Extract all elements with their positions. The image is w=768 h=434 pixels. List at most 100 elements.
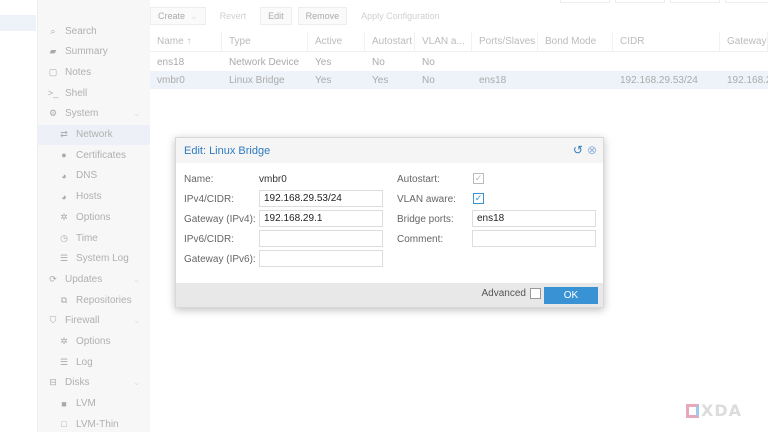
comment-input[interactable] [472, 230, 596, 247]
gear-icon: ✲ [60, 211, 68, 222]
table-header: Name ↑ Type Active Autostart VLAN a... Ports/… [150, 32, 768, 52]
sidebar-item-system[interactable]: ⚙ System ⌄ [38, 104, 150, 124]
sidebar-item-repositories[interactable]: ⧉ Repositories [38, 290, 150, 310]
sidebar-item-label: System [65, 108, 99, 120]
create-button[interactable]: Create ⌄ [150, 7, 206, 25]
book-icon: ▰ [49, 46, 57, 57]
sidebar-item-label: Repositories [76, 294, 132, 306]
table-row[interactable]: vmbr0 Linux Bridge Yes Yes No ens18 192.168.29… [150, 71, 768, 89]
top-button[interactable] [615, 0, 665, 3]
column-header[interactable]: VLAN a... [415, 32, 472, 51]
tree-selected-node[interactable] [0, 15, 36, 31]
sidebar-item-system-log[interactable]: ☰ System Log [38, 249, 150, 269]
sidebar-item-options[interactable]: ✲ Options [38, 207, 150, 227]
sidebar-item-hosts[interactable]: ◕ Hosts [38, 187, 150, 207]
apply-configuration-button[interactable]: Apply Configuration [361, 11, 440, 21]
edit-button[interactable]: Edit [260, 7, 292, 25]
sidebar-item-notes[interactable]: ▢ Notes [38, 62, 150, 82]
name-value: vmbr0 [259, 174, 287, 185]
sidebar-item-summary[interactable]: ▰ Summary [38, 42, 150, 62]
refresh-icon: ⟳ [49, 273, 57, 284]
column-header[interactable]: Active [308, 32, 365, 51]
top-button[interactable] [560, 0, 610, 3]
exchange-icon: ⇄ [60, 129, 68, 139]
sidebar-item-label: Options [76, 336, 111, 347]
sidebar-item-lvm-thin[interactable]: □ LVM-Thin [38, 414, 150, 434]
ok-button[interactable]: OK [544, 287, 598, 304]
column-header[interactable]: Autostart [365, 32, 415, 51]
sidebar-item-label: Search [65, 25, 97, 37]
sidebar-item-label: Network [76, 129, 113, 140]
table-cell [472, 53, 538, 71]
gateway-ipv6-label: Gateway (IPv6): [184, 254, 256, 265]
sidebar-item-label: Updates [65, 273, 103, 285]
table-cell: Linux Bridge [229, 74, 285, 86]
gear-icon: ✲ [60, 336, 68, 346]
sidebar-item-label: System Log [76, 253, 129, 265]
hdd-icon: ⊟ [49, 377, 57, 388]
advanced-toggle[interactable]: Advanced [482, 288, 541, 299]
column-header[interactable]: Gateway [720, 32, 768, 51]
table-cell: Yes [315, 56, 332, 68]
chevron-down-icon[interactable]: ⌄ [133, 109, 140, 119]
top-button[interactable] [725, 0, 768, 3]
sidebar-item-disks[interactable]: ⊟ Disks ⌄ [38, 373, 150, 393]
square-icon: ■ [61, 398, 67, 409]
sidebar-item-search[interactable]: ⌕ Search [38, 21, 150, 41]
sidebar-item-network[interactable]: ⇄ Network [38, 124, 150, 145]
sidebar-item-firewall[interactable]: ⛉ Firewall ⌄ [38, 311, 150, 331]
dialog-footer: Advanced OK [176, 283, 603, 307]
bridge-ports-input[interactable] [472, 210, 596, 227]
column-header[interactable]: Ports/Slaves [472, 32, 538, 51]
gears-icon: ⚙ [48, 108, 58, 119]
close-icon[interactable]: ⊗ [586, 143, 597, 157]
chevron-down-icon[interactable]: ⌄ [133, 378, 140, 388]
sidebar-item-label: Options [76, 211, 111, 223]
chevron-down-icon[interactable]: ⌄ [133, 274, 140, 284]
table-row[interactable]: ens18 Network Device Yes No No [150, 53, 768, 71]
sidebar-item-log[interactable]: ☰ Log [38, 352, 150, 372]
ipv6-cidr-input[interactable] [259, 230, 383, 247]
table-cell: 192.168.29.1 [727, 74, 768, 86]
sidebar-item-time[interactable]: ◷ Time [38, 228, 150, 248]
sidebar-item-options[interactable]: ✲ Options [38, 332, 150, 352]
sidebar-item-updates[interactable]: ⟳ Updates ⌄ [38, 269, 150, 289]
column-header[interactable]: Type [222, 32, 308, 51]
column-header[interactable]: Name ↑ [150, 32, 222, 51]
certificate-icon: ● [61, 150, 67, 161]
list-icon: ☰ [59, 253, 69, 264]
sidebar-item-shell[interactable]: >_ Shell [38, 83, 150, 103]
sidebar-item-label: Notes [65, 66, 92, 78]
table-cell: No [422, 74, 435, 86]
toolbar: Create ⌄ Revert Edit Remove Apply Configu… [150, 7, 448, 27]
ipv4-cidr-input[interactable] [259, 190, 383, 207]
gateway-ipv4-label: Gateway (IPv4): [184, 214, 256, 225]
ipv6-label: IPv6/CIDR: [184, 234, 235, 245]
vlan-aware-checkbox[interactable]: ✓ [473, 193, 484, 204]
sidebar-item-label: Summary [65, 46, 108, 58]
chevron-down-icon[interactable]: ⌄ [133, 316, 140, 326]
sidebar-item-label: Certificates [76, 149, 127, 161]
advanced-checkbox[interactable] [530, 288, 541, 299]
column-header[interactable]: CIDR [613, 32, 720, 51]
gateway-ipv4-input[interactable] [259, 210, 383, 227]
column-header[interactable]: Bond Mode [538, 32, 613, 51]
autostart-checkbox[interactable]: ✓ [473, 173, 484, 184]
sidebar-item-label: Firewall [65, 315, 100, 327]
sidebar-item-certificates[interactable]: ● Certificates [38, 145, 150, 165]
table-cell: ens18 [157, 56, 185, 68]
table-cell: vmbr0 [157, 74, 185, 86]
sidebar-item-dns[interactable]: ◕ DNS [38, 166, 150, 186]
globe-icon: ◕ [61, 170, 67, 181]
revert-button[interactable]: Revert [219, 11, 247, 21]
reset-icon[interactable]: ↺ [572, 143, 583, 157]
remove-button[interactable]: Remove [297, 7, 348, 25]
gateway-ipv6-input[interactable] [259, 250, 383, 267]
sidebar-item-label: Time [76, 232, 98, 244]
table-cell [720, 53, 768, 71]
sidebar-item-lvm[interactable]: ■ LVM [38, 394, 150, 414]
table-cell: 192.168.29.53/24 [620, 74, 698, 86]
sidebar-item-label: DNS [76, 170, 98, 182]
comment-label: Comment: [397, 234, 444, 245]
top-button[interactable] [670, 0, 720, 3]
